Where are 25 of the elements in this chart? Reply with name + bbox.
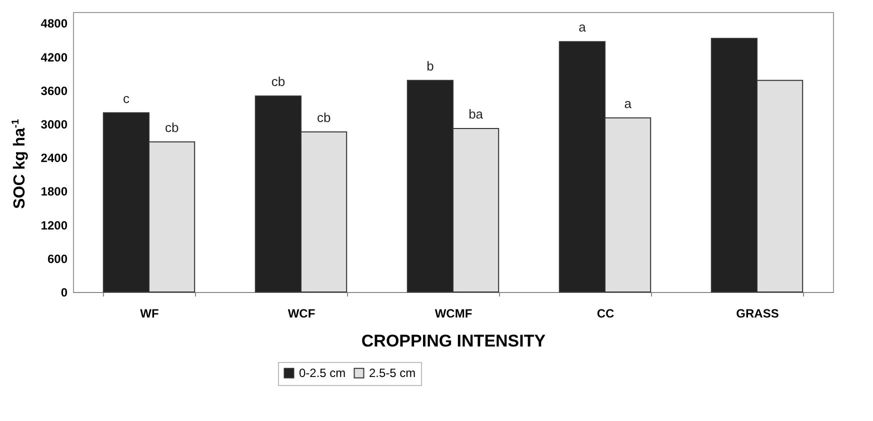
y-tick-label: 1800 <box>40 184 68 199</box>
y-tick-label: 0 <box>60 286 68 300</box>
x-tick-label: WCF <box>288 306 316 320</box>
y-tick-label: 4200 <box>40 50 68 64</box>
data-label: b <box>426 58 434 74</box>
data-label: a <box>578 20 587 35</box>
x-tick-label: CC <box>596 306 614 320</box>
legend-label: 0-2.5 cm <box>299 366 346 380</box>
data-label: cb <box>164 120 179 135</box>
x-tick-label: GRASS <box>736 306 779 320</box>
y-tick-label: 3000 <box>40 118 68 132</box>
data-label: c <box>122 90 130 106</box>
legend-label: 2.5-5 cm <box>369 366 416 380</box>
data-label: cb <box>316 110 331 125</box>
x-axis-title: CROPPING INTENSITY <box>361 332 546 350</box>
y-tick-label: 600 <box>47 252 68 266</box>
data-label: a <box>624 96 632 111</box>
data-label: ba <box>468 106 484 122</box>
data-label: cb <box>271 74 286 89</box>
y-tick-label: 1200 <box>40 218 68 232</box>
x-tick-label: WF <box>140 306 159 320</box>
x-tick-label: WCMF <box>434 306 472 320</box>
y-tick-label: 3600 <box>40 84 68 98</box>
y-tick-label: 4800 <box>40 16 68 31</box>
y-tick-label: 2400 <box>40 151 68 166</box>
